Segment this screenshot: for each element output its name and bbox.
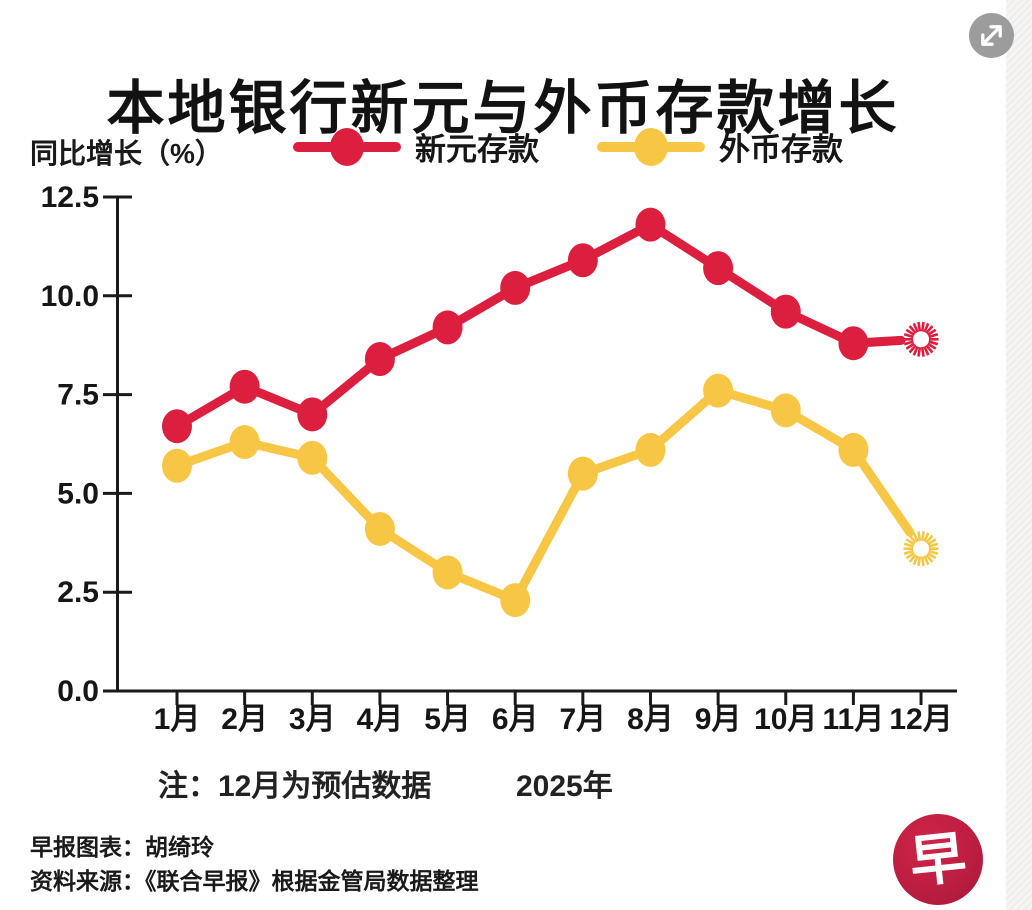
legend-line-marker-icon — [597, 127, 705, 167]
foreign-currency-deposits-line-estimated-segment — [848, 445, 915, 537]
x-tick-label: 4月 — [357, 703, 404, 736]
x-tick-label: 2月 — [221, 703, 268, 736]
foreign-currency-deposits-point — [162, 448, 192, 483]
x-tick-label: 12月 — [889, 703, 952, 736]
x-tick-label: 7月 — [559, 703, 606, 736]
zaobao-logo: 早 — [893, 814, 983, 905]
x-tick-label: 5月 — [424, 703, 471, 736]
sgd-deposits-point — [297, 397, 328, 432]
x-tick-label: 1月 — [154, 703, 201, 736]
sgd-deposits-point — [567, 243, 598, 278]
sgd-deposits-point — [838, 326, 869, 361]
legend-item-sgd-deposits: 新元存款 — [293, 124, 539, 169]
foreign-currency-deposits-point — [229, 425, 260, 460]
legend-label-foreign-deposits: 外币存款 — [719, 132, 843, 167]
legend-label-sgd-deposits: 新元存款 — [415, 132, 539, 167]
y-tick-label: 10.0 — [41, 280, 99, 313]
foreign-currency-deposits-point — [838, 432, 869, 467]
x-tick-label: 10月 — [754, 703, 817, 736]
legend: 新元存款 外币存款 — [293, 124, 843, 169]
legend-line-marker-icon — [293, 127, 401, 167]
y-tick-label: 12.5 — [41, 181, 99, 214]
sgd-deposits-point — [500, 270, 531, 305]
x-tick-label: 11月 — [823, 703, 885, 736]
right-edge-strip — [1006, 0, 1032, 910]
legend-item-foreign-deposits: 外币存款 — [597, 124, 843, 169]
chart-note: 注：12月为预估数据 — [158, 770, 432, 803]
footer-source: 资料来源：《联合早报》根据金管局数据整理 — [30, 868, 479, 894]
foreign-currency-deposits-point — [567, 456, 598, 491]
logo-character: 早 — [906, 823, 970, 896]
x-tick-label: 3月 — [289, 703, 336, 736]
sgd-deposits-point — [432, 310, 463, 345]
y-tick-label: 5.0 — [57, 477, 99, 510]
sgd-deposits-point — [703, 251, 734, 286]
sgd-deposits-point — [770, 294, 801, 329]
chart-year-label: 2025年 — [516, 770, 613, 803]
foreign-currency-deposits-point — [364, 511, 395, 546]
sgd-deposits-point — [229, 369, 260, 404]
foreign-currency-deposits-point — [635, 432, 666, 467]
x-tick-label: 6月 — [492, 703, 539, 736]
sgd-deposits-estimated-point-burst — [903, 321, 939, 357]
foreign-currency-deposits-point — [432, 555, 463, 590]
sgd-deposits-point — [635, 207, 666, 242]
expand-button[interactable] — [969, 13, 1014, 58]
y-tick-label: 2.5 — [57, 576, 99, 609]
foreign-currency-deposits-point — [500, 583, 531, 618]
expand-icon — [981, 25, 1002, 46]
footer-credit: 早报图表：胡绮玲 — [30, 834, 214, 860]
foreign-currency-deposits-point — [770, 393, 801, 428]
series-foreign-currency-deposits — [162, 373, 939, 618]
sgd-deposits-point — [364, 342, 395, 377]
x-tick-label: 9月 — [695, 703, 742, 736]
foreign-currency-deposits-estimated-point-burst — [903, 531, 939, 567]
chart-title: 本地银行新元与外币存款增长 — [106, 75, 900, 141]
foreign-currency-deposits-line — [172, 386, 858, 605]
x-tick-label: 8月 — [627, 703, 674, 736]
series-sgd-deposits — [162, 207, 939, 444]
foreign-currency-deposits-point — [297, 440, 328, 475]
y-tick-label: 7.5 — [57, 379, 99, 412]
foreign-currency-deposits-point — [703, 373, 734, 408]
sgd-deposits-point — [162, 409, 192, 444]
y-tick-label: 0.0 — [57, 675, 99, 708]
y-axis-unit-label: 同比增长（%） — [30, 138, 223, 169]
